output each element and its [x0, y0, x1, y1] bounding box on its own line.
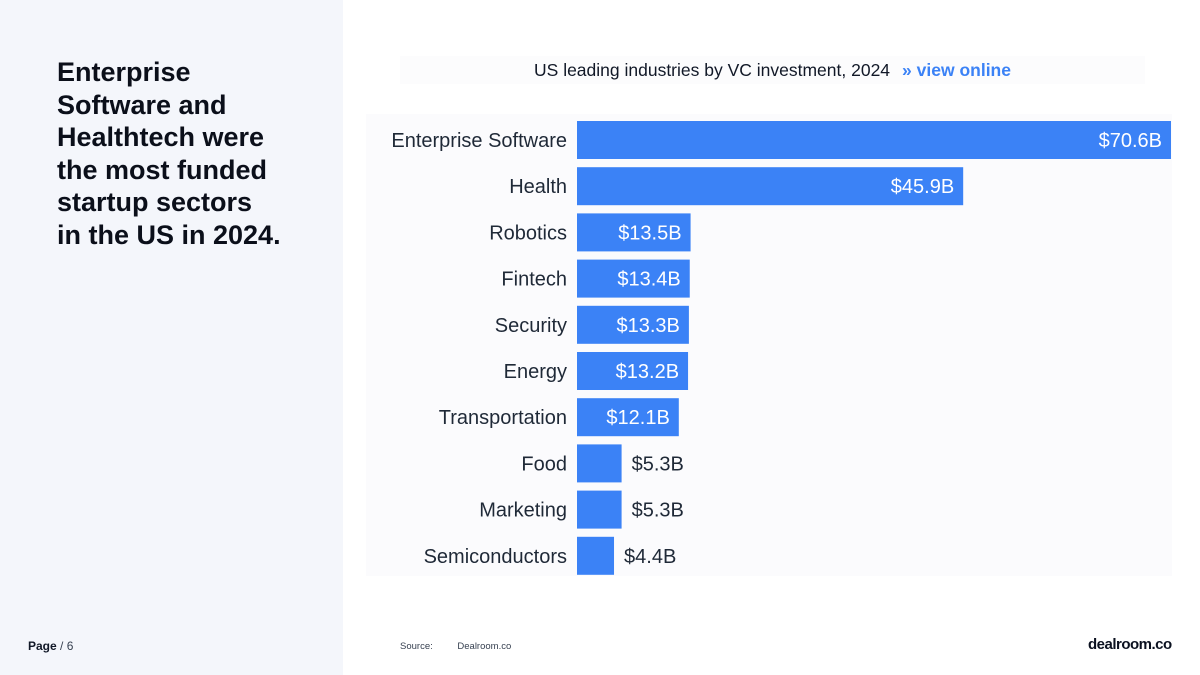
view-online-link[interactable]: » view online: [902, 60, 1011, 81]
category-label: Health: [509, 176, 567, 198]
category-label: Energy: [504, 361, 567, 383]
bar-energy: [577, 352, 689, 390]
page-number: / 6: [60, 639, 74, 653]
headline: Enterprise Software and Healthtech were …: [57, 56, 317, 251]
category-label: Marketing: [479, 500, 567, 522]
source-note: Source: Dealroom.co: [400, 641, 511, 652]
headline-line: Enterprise: [57, 57, 191, 87]
headline-line: Software and: [57, 89, 227, 120]
category-label: Security: [495, 315, 567, 337]
view-online-label: view online: [916, 59, 1011, 80]
value-label: $13.5B: [618, 222, 681, 244]
value-label: $13.3B: [617, 315, 680, 337]
bar-transportation: [577, 398, 679, 437]
bar-enterprise-software: [577, 121, 1171, 159]
left-panel: [0, 0, 343, 675]
value-label: $13.2B: [616, 361, 679, 383]
bar-robotics: [577, 213, 691, 252]
category-label: Robotics: [489, 222, 567, 244]
headline-line: startup sectors: [57, 187, 253, 217]
value-label: $12.1B: [606, 407, 669, 429]
category-label: Transportation: [439, 407, 567, 429]
value-label: $70.6B: [1099, 130, 1162, 152]
chart-title: US leading industries by VC investment, …: [534, 59, 891, 80]
bar-food: [577, 444, 622, 483]
headline-line: the most funded: [57, 154, 267, 185]
category-label: Enterprise Software: [391, 130, 567, 152]
bar-health: [577, 167, 964, 206]
double-chevron-right-icon: »: [902, 59, 912, 80]
bar-marketing: [577, 490, 622, 529]
value-label: $45.9B: [891, 176, 954, 198]
value-label: $5.3B: [632, 500, 684, 522]
bar-security: [577, 305, 689, 344]
category-label: Food: [521, 453, 567, 475]
dealroom-logo: dealroom.co: [1088, 636, 1172, 653]
headline-line: in the US in 2024.: [57, 219, 281, 250]
value-label: $13.4B: [617, 269, 680, 291]
bar-fintech: [577, 259, 690, 298]
page-indicator: Page / 6: [28, 639, 73, 653]
value-label: $4.4B: [624, 546, 676, 568]
chart-header: US leading industries by VC investment, …: [400, 56, 1145, 84]
value-label: $5.3B: [632, 453, 684, 475]
source-label: Source:: [400, 641, 433, 652]
category-label: Semiconductors: [424, 546, 567, 568]
category-label: Fintech: [501, 269, 567, 291]
source-value: Dealroom.co: [457, 641, 512, 652]
bar-semiconductors: [577, 536, 615, 575]
headline-line: Healthtech were: [57, 122, 265, 152]
page-label: Page: [28, 639, 57, 653]
